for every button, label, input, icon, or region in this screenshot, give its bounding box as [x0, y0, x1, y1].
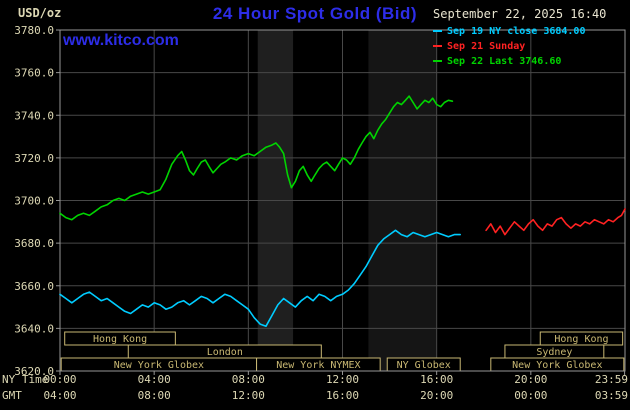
legend-item-prev-close: Sep 19 NY close 3684.00	[433, 24, 628, 39]
x-tick-label-ny: 16:00	[420, 373, 453, 386]
x-tick-label-ny: 08:00	[232, 373, 265, 386]
y-tick-label: 3700.0	[14, 195, 54, 208]
kitco-website-link[interactable]: www.kitco.com	[63, 32, 179, 49]
x-tick-label-gmt: 16:00	[326, 389, 359, 402]
legend-panel: September 22, 2025 16:40 Sep 19 NY close…	[433, 7, 628, 69]
datetime-label: September 22, 2025 16:40	[433, 7, 607, 21]
chart-title: 24 Hour Spot Gold (Bid)	[212, 4, 418, 23]
session-label: London	[207, 347, 243, 358]
session-label: New York Globex	[114, 360, 204, 371]
series-line-1	[485, 208, 626, 236]
x-tick-label-gmt: 04:00	[43, 389, 76, 402]
legend-label: Sep 19 NY close 3684.00	[447, 26, 586, 37]
legend-swatch-green	[433, 60, 442, 62]
session-label: NY Globex	[397, 360, 451, 371]
series-line-0	[59, 229, 462, 328]
x-tick-label-gmt: 00:00	[514, 389, 547, 402]
legend-item-sunday: Sep 21 Sunday	[433, 39, 628, 54]
x-tick-label-gmt: 12:00	[232, 389, 265, 402]
x-tick-label-gmt: 03:59	[595, 389, 628, 402]
y-tick-label: 3760.0	[14, 67, 54, 80]
y-tick-label: 3620.0	[14, 365, 54, 378]
x-tick-label-gmt: 20:00	[420, 389, 453, 402]
series-line-2	[59, 95, 454, 221]
session-label: New York NYMEX	[276, 360, 360, 371]
session-label: Sydney	[536, 347, 572, 358]
x-tick-label-ny: 20:00	[514, 373, 547, 386]
session-label: New York Globex	[512, 360, 602, 371]
x-tick-label-ny: 23:59	[595, 373, 628, 386]
y-tick-label: 3740.0	[14, 109, 54, 122]
y-tick-label: 3680.0	[14, 237, 54, 250]
x-tick-label-ny: 12:00	[326, 373, 359, 386]
legend-item-last: Sep 22 Last 3746.60	[433, 54, 628, 69]
x-tick-label-gmt: 08:00	[138, 389, 171, 402]
legend-swatch-red	[433, 45, 442, 47]
y-axis-unit-label: USD/oz	[18, 6, 62, 20]
legend-label: Sep 21 Sunday	[447, 41, 526, 52]
session-label: Hong Kong	[554, 334, 608, 345]
session-label: Hong Kong	[93, 334, 147, 345]
y-tick-label: 3640.0	[14, 322, 54, 335]
y-tick-label: 3720.0	[14, 152, 54, 165]
y-tick-label: 3780.0	[14, 24, 54, 37]
x-tick-label-ny: 04:00	[138, 373, 171, 386]
gmt-axis-label: GMT	[2, 389, 22, 402]
ny-time-axis-label: NY Time	[2, 373, 49, 386]
y-tick-label: 3660.0	[14, 280, 54, 293]
legend-label: Sep 22 Last 3746.60	[447, 56, 562, 67]
session-box-hong-kong	[64, 331, 176, 346]
legend-swatch-cyan	[433, 30, 442, 32]
x-tick-label-ny: 00:00	[43, 373, 76, 386]
